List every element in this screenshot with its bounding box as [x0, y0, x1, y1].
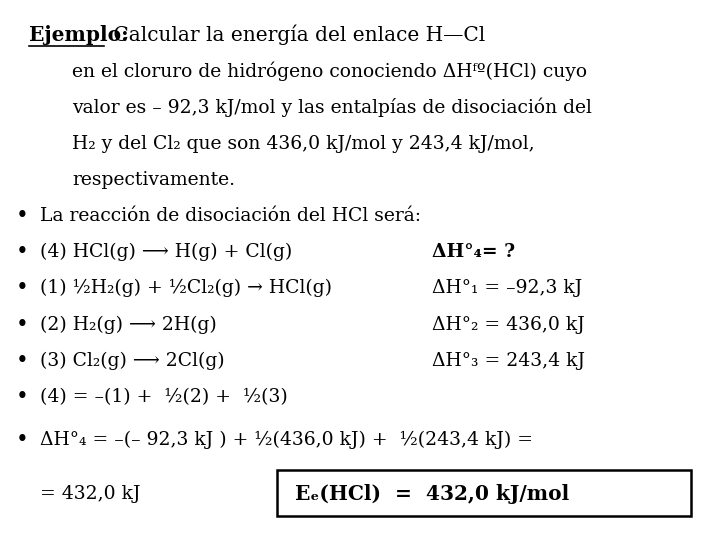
Text: ΔH°₄ = –(– 92,3 kJ ) + ½(436,0 kJ) +  ½(243,4 kJ) =: ΔH°₄ = –(– 92,3 kJ ) + ½(436,0 kJ) + ½(2…: [40, 431, 533, 449]
Text: ΔH°₄= ?: ΔH°₄= ?: [432, 243, 515, 261]
Text: = 432,0 kJ: = 432,0 kJ: [40, 485, 140, 503]
Text: •: •: [16, 278, 29, 299]
Text: (4) = –(1) +  ½(2) +  ½(3): (4) = –(1) + ½(2) + ½(3): [40, 388, 287, 406]
Text: ΔH°₃ = 243,4 kJ: ΔH°₃ = 243,4 kJ: [432, 352, 585, 370]
Text: •: •: [16, 241, 29, 263]
Text: Eₑ(HCl)  =  432,0 kJ/mol: Eₑ(HCl) = 432,0 kJ/mol: [295, 484, 570, 504]
Text: •: •: [16, 205, 29, 227]
Text: La reacción de disociación del HCl será:: La reacción de disociación del HCl será:: [40, 207, 420, 225]
Text: (3) Cl₂(g) ⟶ 2Cl(g): (3) Cl₂(g) ⟶ 2Cl(g): [40, 352, 224, 370]
Text: (2) H₂(g) ⟶ 2H(g): (2) H₂(g) ⟶ 2H(g): [40, 315, 216, 334]
Text: (1) ½H₂(g) + ½Cl₂(g) → HCl(g): (1) ½H₂(g) + ½Cl₂(g) → HCl(g): [40, 279, 332, 298]
Text: •: •: [16, 314, 29, 335]
Text: •: •: [16, 350, 29, 372]
FancyBboxPatch shape: [277, 470, 691, 516]
Text: •: •: [16, 429, 29, 451]
Text: Ejemplo:: Ejemplo:: [29, 25, 128, 45]
Text: en el cloruro de hidrógeno conociendo ΔHᶠº(HCl) cuyo: en el cloruro de hidrógeno conociendo ΔH…: [72, 62, 587, 81]
Text: respectivamente.: respectivamente.: [72, 171, 235, 189]
Text: Calcular la energía del enlace H—Cl: Calcular la energía del enlace H—Cl: [107, 25, 485, 45]
Text: •: •: [16, 386, 29, 408]
Text: valor es – 92,3 kJ/mol y las entalpías de disociación del: valor es – 92,3 kJ/mol y las entalpías d…: [72, 98, 592, 117]
Text: ΔH°₂ = 436,0 kJ: ΔH°₂ = 436,0 kJ: [432, 315, 585, 334]
Text: (4) HCl(g) ⟶ H(g) + Cl(g): (4) HCl(g) ⟶ H(g) + Cl(g): [40, 243, 292, 261]
Text: H₂ y del Cl₂ que son 436,0 kJ/mol y 243,4 kJ/mol,: H₂ y del Cl₂ que son 436,0 kJ/mol y 243,…: [72, 134, 535, 153]
Text: ΔH°₁ = –92,3 kJ: ΔH°₁ = –92,3 kJ: [432, 279, 582, 298]
